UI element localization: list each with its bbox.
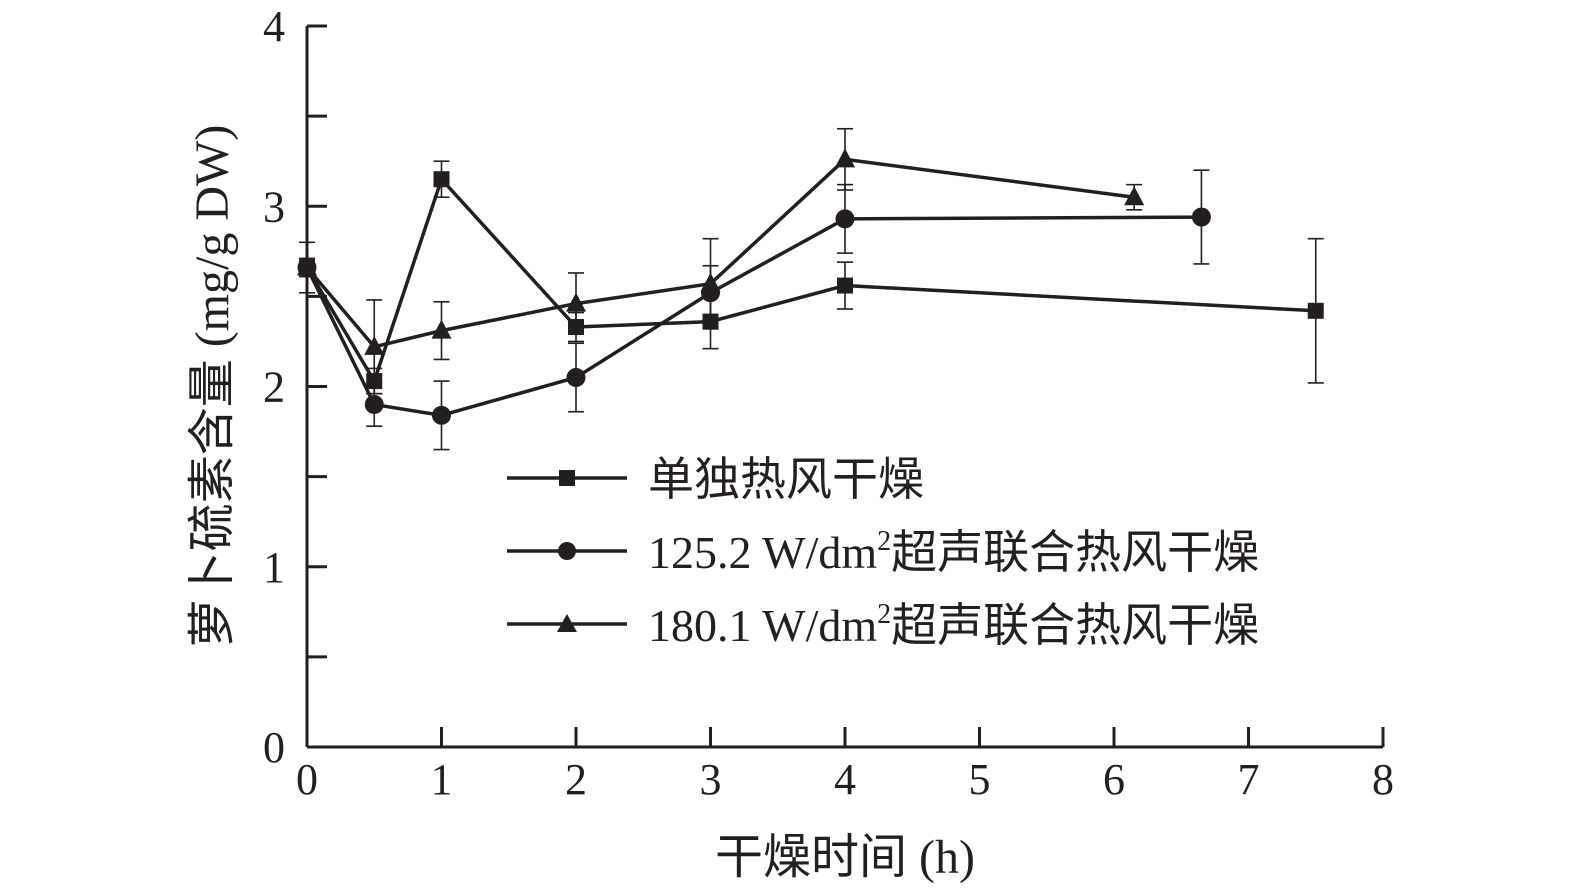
data-point-triangle <box>566 292 586 312</box>
data-point-circle <box>1191 207 1211 227</box>
legend-label-hot-air: 单独热风干燥 <box>648 454 924 505</box>
series-line-hot-air <box>305 175 1316 386</box>
legend-entry-125w: 125.2 W/dm2超声联合热风干燥 <box>507 526 1259 578</box>
x-tick-label: 2 <box>565 755 587 804</box>
y-tick-label: 1 <box>263 543 285 592</box>
data-point-triangle <box>364 335 385 355</box>
x-tick-label: 7 <box>1238 755 1260 804</box>
data-point-circle <box>364 395 384 415</box>
y-tick-label: 3 <box>263 182 285 231</box>
legend-label-125w: 125.2 W/dm2超声联合热风干燥 <box>648 526 1259 578</box>
legend-circle-marker <box>558 542 576 560</box>
x-tick-label: 6 <box>1103 755 1125 804</box>
y-axis-title: 萝卜硫素含量 (mg/g DW) <box>186 125 239 648</box>
data-point-triangle <box>297 256 317 276</box>
x-tick-label: 0 <box>296 755 318 804</box>
legend: 单独热风干燥 125.2 W/dm2超声联合热风干燥 180.1 W/dm2超声… <box>507 454 1259 651</box>
data-point-triangle <box>431 319 452 339</box>
data-point-triangle <box>1124 186 1145 206</box>
series-180w <box>297 127 1145 395</box>
data-point-triangle <box>700 272 721 292</box>
data-point-triangle <box>835 148 855 168</box>
series-hot-air <box>299 160 1324 395</box>
data-point-circle <box>835 209 855 229</box>
legend-entry-hot-air: 单独热风干燥 <box>507 454 924 505</box>
x-tick-label: 3 <box>700 755 722 804</box>
data-point-square <box>1307 302 1324 319</box>
ticks <box>305 24 1385 749</box>
x-tick-label: 1 <box>431 755 453 804</box>
legend-label-180w: 180.1 W/dm2超声联合热风干燥 <box>648 599 1259 651</box>
data-point-circle <box>432 405 451 425</box>
y-tick-label: 2 <box>263 363 285 412</box>
legend-triangle-marker <box>557 614 577 632</box>
y-tick-label: 4 <box>263 2 285 51</box>
x-tick-label: 5 <box>969 755 991 804</box>
data-point-square <box>433 171 450 188</box>
data-point-square <box>837 277 853 294</box>
data-point-circle <box>566 367 586 387</box>
x-tick-label: 8 <box>1372 755 1394 804</box>
tick-labels: 0 1 2 3 4 5 6 7 8 0 1 2 3 4 <box>263 2 1394 804</box>
series-group <box>297 127 1324 451</box>
y-tick-label: 0 <box>263 723 285 772</box>
x-tick-label: 4 <box>834 755 856 804</box>
legend-entry-180w: 180.1 W/dm2超声联合热风干燥 <box>507 599 1259 651</box>
x-axis-title: 干燥时间 (h) <box>715 831 975 884</box>
legend-square-marker <box>559 470 575 486</box>
